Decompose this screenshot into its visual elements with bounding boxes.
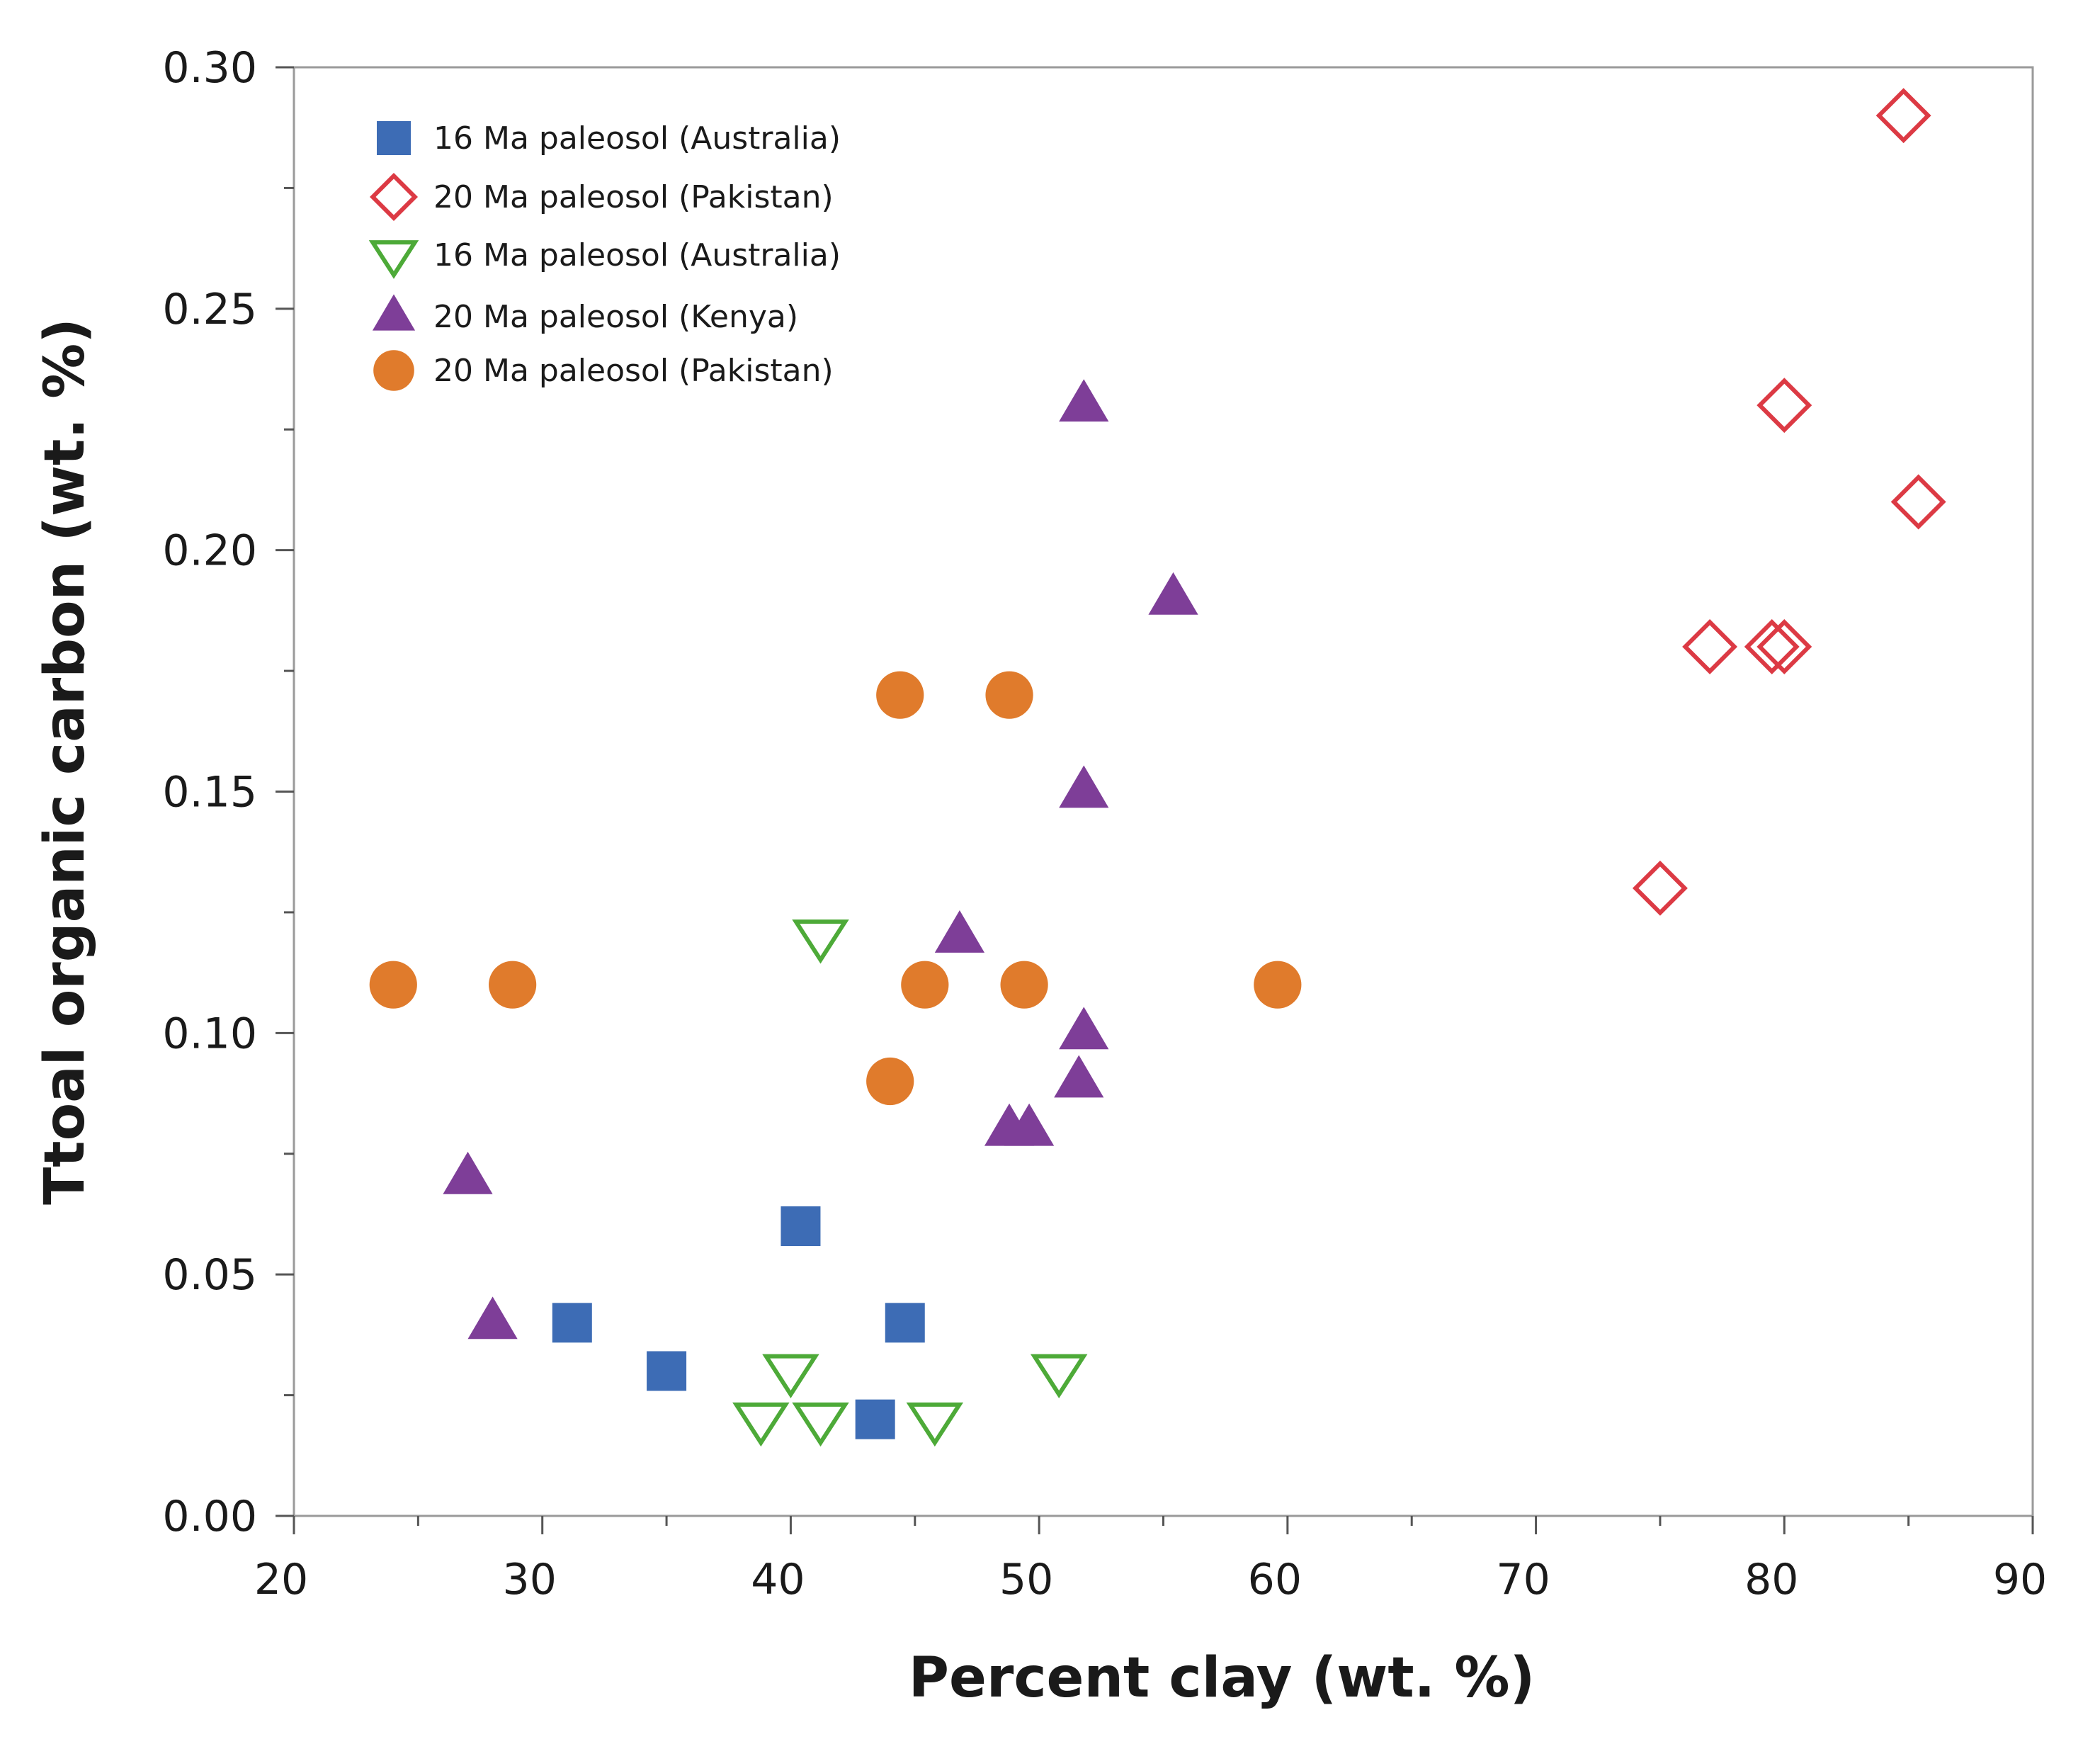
data-point — [781, 1206, 821, 1246]
legend-marker — [368, 240, 419, 279]
data-point — [866, 1057, 914, 1106]
x-tick-label: 70 — [1496, 1555, 1550, 1604]
data-point — [876, 671, 924, 719]
x-tick-label: 40 — [751, 1555, 805, 1604]
data-point — [885, 1303, 925, 1343]
legend-marker — [377, 121, 411, 155]
y-tick-label: 0.25 — [162, 285, 257, 334]
data-point — [443, 1151, 493, 1194]
data-point — [732, 1402, 790, 1447]
legend-marker — [369, 172, 419, 222]
data-point — [1000, 961, 1048, 1009]
legend-marker — [372, 294, 416, 331]
data-point — [1059, 379, 1109, 422]
legend-label: 20 Ma paleosol (Pakistan) — [433, 179, 834, 215]
legend: 16 Ma paleosol (Australia) 20 Ma paleosol… — [368, 120, 841, 391]
data-point — [762, 1354, 819, 1399]
x-tick-label: 90 — [1993, 1555, 2047, 1604]
x-tick-label: 80 — [1744, 1555, 1798, 1604]
y-axis: 0.00 0.05 0.10 0.15 0.20 0.25 0.30 — [162, 43, 294, 1541]
data-point — [985, 671, 1033, 719]
data-point — [792, 919, 849, 964]
x-axis-title: Percent clay (wt. %) — [909, 1646, 1535, 1710]
data-point — [1030, 1354, 1088, 1399]
legend-label: 16 Ma paleosol (Australia) — [433, 237, 841, 273]
data-point — [792, 1402, 849, 1447]
data-point — [1004, 1103, 1055, 1146]
y-axis-title: Ttoal organic carbon (wt. %) — [33, 318, 97, 1205]
y-tick-label: 0.10 — [162, 1009, 257, 1058]
y-tick-label: 0.15 — [162, 768, 257, 817]
data-point — [489, 961, 537, 1009]
x-tick-label: 30 — [503, 1555, 557, 1604]
data-point — [647, 1351, 687, 1391]
y-tick-label: 0.00 — [162, 1492, 257, 1541]
data-point — [1054, 1055, 1104, 1098]
data-point — [552, 1303, 592, 1343]
legend-label: 20 Ma paleosol (Kenya) — [433, 299, 798, 335]
data-point — [1875, 88, 1931, 144]
plot-frame — [293, 66, 2034, 1517]
x-tick-label: 20 — [254, 1555, 308, 1604]
legend-label: 16 Ma paleosol (Australia) — [433, 120, 841, 157]
data-point — [1744, 619, 1800, 674]
x-axis: 20 30 40 50 60 70 80 90 — [254, 1516, 2047, 1604]
legend-marker — [373, 350, 414, 391]
data-point — [855, 1399, 895, 1439]
legend-label: 20 Ma paleosol (Pakistan) — [433, 353, 834, 389]
data-point — [467, 1296, 518, 1340]
data-point — [1890, 474, 1946, 530]
data-point — [934, 910, 985, 953]
data-point — [1059, 765, 1109, 808]
data-point — [1682, 619, 1738, 674]
data-point — [1254, 961, 1302, 1009]
data-point — [1756, 619, 1812, 674]
x-tick-label: 50 — [999, 1555, 1053, 1604]
data-point — [1756, 378, 1812, 434]
y-tick-label: 0.20 — [162, 526, 257, 576]
data-point — [901, 961, 949, 1009]
data-points — [369, 88, 1946, 1447]
data-point — [1148, 572, 1198, 615]
data-point — [1059, 1007, 1109, 1050]
data-point — [1632, 860, 1688, 916]
data-point — [906, 1402, 964, 1447]
y-tick-label: 0.30 — [162, 43, 257, 93]
x-tick-label: 60 — [1248, 1555, 1302, 1604]
y-tick-label: 0.05 — [162, 1250, 257, 1300]
data-point — [369, 961, 417, 1009]
